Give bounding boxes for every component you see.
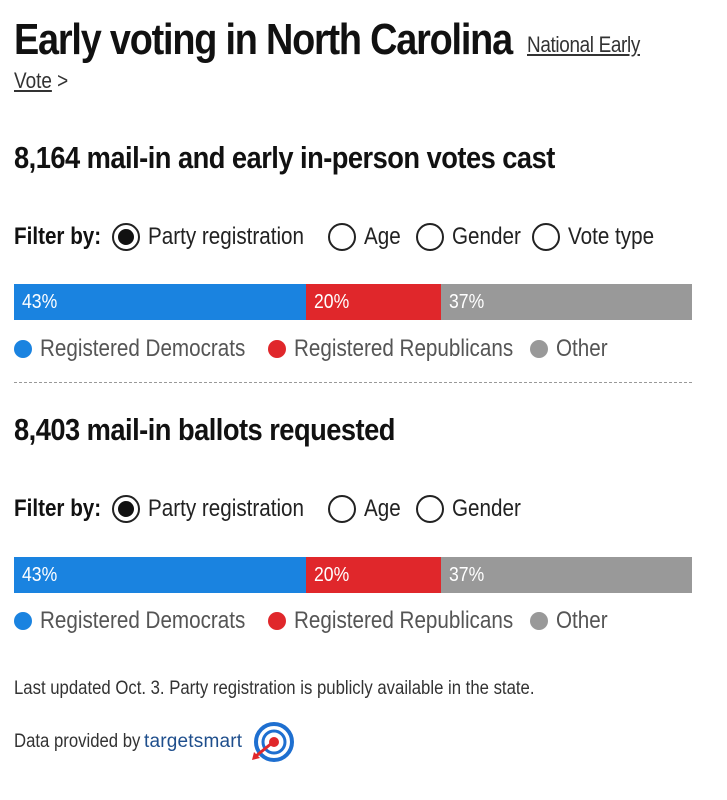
legend-item-republicans: Registered Republicans: [268, 607, 514, 635]
legend-item-republicans: Registered Republicans: [268, 335, 514, 363]
targetsmart-logo-icon[interactable]: [250, 722, 296, 762]
stacked-bar-votes-cast: 43% 20% 37%: [14, 284, 692, 320]
bar-segment-label: 37%: [449, 564, 485, 586]
filter-gender[interactable]: Gender: [416, 495, 521, 523]
filter-label: Filter by:: [14, 495, 102, 522]
legend-label: Other: [556, 607, 608, 634]
radio-unselected-icon[interactable]: [328, 495, 356, 523]
legend-label: Registered Democrats: [40, 335, 246, 362]
legend-dot-republicans: [268, 612, 286, 630]
filter-option-label: Age: [364, 223, 401, 250]
section-2-filter-row: Filter by: Party registration Age Gender: [14, 491, 532, 527]
bar-segment-republicans: 20%: [305, 557, 442, 593]
radio-unselected-icon[interactable]: [416, 495, 444, 523]
legend-label: Registered Republicans: [294, 607, 514, 634]
legend-item-democrats: Registered Democrats: [14, 335, 246, 363]
filter-age[interactable]: Age: [328, 223, 402, 251]
header: Early voting in North Carolina: [14, 14, 704, 76]
legend-dot-republicans: [268, 340, 286, 358]
page-title: Early voting in North Carolina: [14, 15, 513, 64]
footnote: Last updated Oct. 3. Party registration …: [14, 678, 535, 699]
section-1-title: 8,164 mail-in and early in-person votes …: [14, 140, 555, 175]
legend-item-other: Other: [530, 335, 616, 363]
filter-vote-type[interactable]: Vote type: [532, 223, 658, 251]
chevron-right-icon: >: [57, 68, 69, 93]
section-2-title: 8,403 mail-in ballots requested: [14, 412, 395, 447]
legend-1: Registered Democrats Registered Republic…: [14, 333, 640, 365]
bar-segment-label: 43%: [22, 291, 58, 313]
national-early-vote-link[interactable]: National Early: [527, 32, 640, 57]
legend-dot-democrats: [14, 340, 32, 358]
section-1-filter-row: Filter by: Party registration Age Gender…: [14, 219, 672, 255]
provider-brand[interactable]: targetsmart: [144, 731, 243, 752]
legend-label: Registered Republicans: [294, 335, 514, 362]
radio-unselected-icon[interactable]: [328, 223, 356, 251]
filter-party-registration[interactable]: Party registration: [112, 223, 314, 251]
bar-segment-label: 20%: [313, 564, 349, 586]
filter-option-label: Vote type: [568, 223, 655, 250]
bar-segment-other: 37%: [441, 557, 692, 593]
radio-unselected-icon[interactable]: [416, 223, 444, 251]
filter-option-label: Party registration: [148, 495, 305, 522]
bar-segment-democrats: 43%: [14, 284, 306, 320]
radio-selected-icon[interactable]: [112, 223, 140, 251]
national-early-vote-link-line2[interactable]: Vote >: [14, 68, 68, 94]
filter-age[interactable]: Age: [328, 495, 402, 523]
filter-option-label: Party registration: [148, 223, 305, 250]
provider-text: Data provided by: [14, 731, 141, 752]
legend-dot-other: [530, 340, 548, 358]
section-divider: [14, 382, 692, 383]
filter-gender[interactable]: Gender: [416, 223, 521, 251]
filter-label: Filter by:: [14, 223, 102, 250]
bar-segment-label: 20%: [313, 291, 349, 313]
legend-label: Registered Democrats: [40, 607, 246, 634]
legend-label: Other: [556, 335, 608, 362]
data-provider: Data provided by targetsmart: [14, 722, 296, 762]
bar-segment-label: 37%: [449, 291, 485, 313]
filter-option-label: Age: [364, 495, 401, 522]
bar-segment-label: 43%: [22, 564, 58, 586]
bar-segment-republicans: 20%: [305, 284, 442, 320]
bar-segment-other: 37%: [441, 284, 692, 320]
bar-segment-democrats: 43%: [14, 557, 306, 593]
stacked-bar-ballots-requested: 43% 20% 37%: [14, 557, 692, 593]
filter-party-registration[interactable]: Party registration: [112, 495, 314, 523]
radio-unselected-icon[interactable]: [532, 223, 560, 251]
legend-item-democrats: Registered Democrats: [14, 607, 246, 635]
national-early-vote-link-text[interactable]: Vote: [14, 68, 52, 93]
filter-option-label: Gender: [452, 495, 521, 522]
legend-item-other: Other: [530, 607, 616, 635]
legend-dot-democrats: [14, 612, 32, 630]
radio-selected-icon[interactable]: [112, 495, 140, 523]
legend-dot-other: [530, 612, 548, 630]
legend-2: Registered Democrats Registered Republic…: [14, 605, 640, 637]
filter-option-label: Gender: [452, 223, 521, 250]
